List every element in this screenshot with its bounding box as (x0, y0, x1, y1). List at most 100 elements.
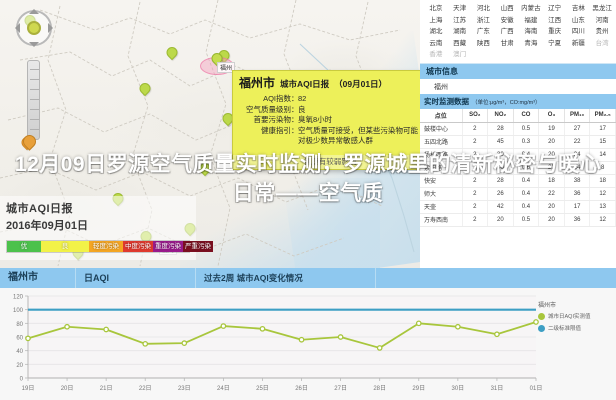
cell-so2: 2 (462, 135, 489, 149)
province-item[interactable]: 重庆 (548, 28, 562, 35)
aqi-line-chart[interactable]: 0 20 40 60 80 100 120 19日 20日 21日 22日 23日 24日 25日 26日 2… (0, 288, 616, 400)
svg-text:120: 120 (13, 295, 24, 301)
popup-row-sep: ： (291, 125, 299, 135)
popup-header: 福州市 城市AQI日报 （09月01日） (233, 71, 420, 92)
chart-city-label: 福州市 (0, 268, 76, 288)
cell-o3: 22 (538, 187, 565, 201)
province-item[interactable]: 澳门 (453, 51, 467, 58)
province-item[interactable]: 黑龙江 (592, 5, 612, 12)
svg-text:22日: 22日 (139, 385, 152, 392)
province-item[interactable]: 吉林 (571, 5, 585, 12)
table-row: 快安 2 28 0.4 18 38 18 (420, 174, 616, 188)
map-marker-pin[interactable] (164, 44, 180, 62)
zoom-slider-handle[interactable] (19, 132, 39, 158)
popup-row-value: 空气质量可接受，但某些污染物可能对极少数异常敏感人群 (298, 125, 418, 146)
province-item[interactable]: 山东 (571, 16, 585, 24)
svg-text:28日: 28日 (373, 385, 386, 392)
province-item[interactable]: 江西 (548, 16, 562, 24)
province-item[interactable]: 北京 (429, 5, 443, 12)
cell-o3: 23 (538, 161, 565, 175)
province-item[interactable]: 山西 (500, 5, 514, 12)
realtime-table-header: 实时监测数据 （单位:μg/m³，CO:mg/m³） (420, 93, 616, 109)
col-no2: NO₂ (487, 108, 514, 123)
svg-text:0: 0 (20, 377, 24, 383)
svg-text:27日: 27日 (334, 385, 347, 392)
province-item[interactable]: 广东 (476, 28, 490, 35)
svg-text:29日: 29日 (412, 385, 425, 392)
col-o3: O₃ (538, 108, 565, 123)
province-item[interactable]: 宁夏 (548, 39, 562, 47)
cell-so2: 2 (462, 187, 489, 201)
city-aqi-popup[interactable]: 福州市 城市AQI日报 （09月01日） AQI指数 ： 82 空气质量级别 ：… (232, 70, 420, 170)
cell-so2: 2 (462, 161, 489, 175)
cell-co: 0.6 (513, 161, 540, 175)
cell-pm25: 12 (589, 187, 616, 201)
province-item[interactable]: 四川 (571, 28, 585, 35)
cell-co: 0.4 (513, 174, 540, 188)
province-item[interactable]: 香港 (429, 51, 443, 58)
map-marker-pin[interactable] (197, 160, 213, 178)
aqi-level-severe: 严重污染 (183, 241, 213, 252)
province-item[interactable]: 甘肃 (500, 39, 514, 47)
svg-text:25日: 25日 (256, 385, 269, 392)
popup-row: 首要污染物 ： 臭氧8小时 (239, 115, 420, 126)
svg-text:26日: 26日 (295, 385, 308, 392)
pan-right-icon[interactable] (48, 23, 58, 33)
province-item[interactable]: 贵州 (595, 28, 609, 35)
province-item[interactable]: 天津 (453, 5, 467, 12)
province-item[interactable]: 海南 (524, 28, 538, 35)
cell-so2: 2 (462, 148, 489, 162)
province-item[interactable]: 新疆 (571, 39, 585, 47)
cell-station: 紫阳路 (420, 161, 463, 175)
pan-center-button[interactable] (27, 21, 41, 35)
province-item[interactable]: 内蒙古 (521, 5, 541, 12)
popup-row-sep: ： (291, 94, 299, 103)
province-item[interactable]: 河南 (595, 16, 609, 24)
pan-down-icon[interactable] (29, 42, 39, 52)
province-item[interactable]: 台湾 (595, 39, 609, 47)
zoom-slider-track[interactable] (27, 60, 40, 140)
province-item[interactable]: 西藏 (453, 39, 467, 47)
province-item[interactable]: 广西 (500, 28, 514, 35)
province-item[interactable]: 福建 (524, 16, 538, 24)
table-row: 万寿西南 2 20 0.5 20 36 12 (420, 213, 616, 227)
province-item[interactable]: 湖北 (429, 28, 443, 35)
province-item[interactable]: 青海 (524, 39, 538, 47)
cell-no2: 20 (487, 213, 514, 227)
legend-item-standard[interactable]: 二级标准限值 (538, 324, 612, 332)
cell-o3: 20 (538, 200, 565, 214)
svg-text:23日: 23日 (178, 385, 191, 392)
table-row: 杨桥西路 2 30 0.4 20 24 14 (420, 148, 616, 162)
pan-up-icon[interactable] (29, 4, 39, 14)
pan-left-icon[interactable] (10, 23, 20, 33)
popup-report-date: （09月01日） (334, 79, 388, 89)
province-item[interactable]: 安徽 (500, 16, 514, 24)
pan-rose-control[interactable] (10, 4, 58, 52)
popup-row: 健康指引 ： 空气质量可接受，但某些污染物可能对极少数异常敏感人群 (239, 126, 420, 147)
province-item[interactable]: 湖南 (453, 28, 467, 35)
svg-text:60: 60 (16, 336, 23, 342)
map-pane[interactable]: 福州 厦门 城市AQI日报 2016年09月01日 (0, 0, 420, 268)
cell-o3: 20 (538, 135, 565, 149)
cell-co: 0.4 (513, 148, 540, 162)
province-item[interactable]: 江苏 (453, 16, 467, 24)
province-item[interactable]: 辽宁 (548, 5, 562, 12)
map-controls[interactable] (10, 4, 58, 151)
map-city-chip-selected[interactable]: 福州 (216, 62, 236, 73)
cell-station: 快安 (420, 174, 463, 188)
legend-item-measured[interactable]: 城市日AQI实测值 (538, 312, 612, 320)
province-item[interactable]: 河北 (476, 5, 490, 12)
svg-text:100: 100 (13, 308, 24, 314)
cell-pm25: 8 (589, 161, 616, 175)
cell-pm10: 24 (564, 148, 591, 162)
province-item[interactable]: 上海 (429, 16, 443, 24)
province-item[interactable]: 浙江 (476, 16, 490, 24)
province-item[interactable]: 云南 (429, 39, 443, 47)
map-marker-pin[interactable] (137, 80, 153, 98)
legend-label-standard: 二级标准限值 (548, 326, 582, 332)
province-item[interactable]: 陕西 (476, 39, 490, 47)
col-pm25: PM₂.₅ (589, 108, 616, 123)
cell-pm25: 15 (589, 135, 616, 149)
right-panel[interactable]: 北京 天津 河北 山西 内蒙古 辽宁 吉林 黑龙江 上海 江苏 浙江 安徽 福建… (420, 0, 616, 268)
province-selector[interactable]: 北京 天津 河北 山西 内蒙古 辽宁 吉林 黑龙江 上海 江苏 浙江 安徽 福建… (420, 0, 616, 63)
